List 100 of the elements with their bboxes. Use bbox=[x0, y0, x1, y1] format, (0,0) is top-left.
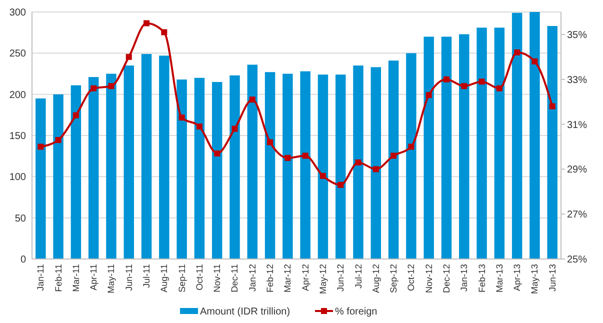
y2-tick-label: 27% bbox=[567, 210, 588, 221]
point bbox=[478, 78, 485, 85]
bar bbox=[124, 66, 134, 259]
point bbox=[161, 29, 168, 36]
bar bbox=[459, 34, 470, 259]
x-tick-label: Apr-11 bbox=[88, 264, 99, 290]
point bbox=[249, 96, 256, 103]
bar bbox=[141, 54, 152, 259]
bar bbox=[247, 64, 258, 259]
bar bbox=[512, 12, 522, 259]
bar bbox=[159, 56, 170, 259]
x-tick-label: May-12 bbox=[318, 264, 328, 294]
point bbox=[72, 112, 79, 118]
y2-tick-label: 25% bbox=[567, 254, 588, 266]
x-tick-label: Jan-12 bbox=[247, 264, 258, 292]
y2-tick-label: 35% bbox=[567, 30, 588, 41]
x-tick-label: Apr-13 bbox=[512, 264, 522, 292]
point bbox=[55, 136, 62, 143]
y2-tick-label: 29% bbox=[567, 164, 588, 176]
legend-label: % foreign bbox=[335, 306, 378, 318]
x-tick-label: Aug-11 bbox=[159, 264, 170, 292]
point bbox=[214, 150, 220, 156]
point bbox=[196, 124, 202, 130]
bar bbox=[388, 60, 399, 259]
x-tick-label: Jun-12 bbox=[336, 264, 346, 292]
x-tick-label: Apr-12 bbox=[300, 264, 310, 292]
point bbox=[426, 92, 432, 98]
point bbox=[355, 159, 362, 166]
y2-tick-label: 33% bbox=[567, 74, 588, 86]
point bbox=[532, 58, 538, 64]
y-tick-label: 200 bbox=[9, 90, 26, 101]
x-tick-label: Oct-12 bbox=[406, 264, 416, 292]
bar bbox=[335, 74, 346, 259]
bar bbox=[300, 71, 310, 259]
bar bbox=[547, 26, 558, 259]
x-tick-label: Oct-11 bbox=[194, 264, 204, 290]
bar bbox=[441, 36, 452, 259]
point bbox=[461, 83, 468, 90]
bar bbox=[70, 85, 82, 259]
x-tick-label: Feb-11 bbox=[53, 264, 64, 292]
bar bbox=[530, 12, 540, 259]
x-tick-label: Aug-12 bbox=[370, 264, 381, 294]
bar bbox=[424, 36, 434, 259]
x-tick-label: Mar-13 bbox=[494, 264, 504, 293]
point bbox=[496, 85, 502, 92]
point bbox=[108, 83, 114, 90]
y-tick-label: 50 bbox=[14, 213, 26, 224]
x-tick-label: Feb-13 bbox=[476, 264, 487, 293]
point bbox=[90, 85, 97, 92]
x-tick-label: Jun-11 bbox=[124, 264, 134, 291]
bar bbox=[53, 94, 64, 259]
x-tick-label: Dec-12 bbox=[441, 264, 452, 294]
bar bbox=[370, 67, 382, 259]
y-tick-label: 150 bbox=[9, 131, 26, 142]
x-tick-label: Jul-11 bbox=[142, 264, 152, 288]
x-tick-label: Mar-11 bbox=[70, 264, 81, 292]
y-tick-label: 100 bbox=[9, 172, 26, 184]
point bbox=[38, 144, 44, 150]
point bbox=[320, 172, 326, 179]
bar bbox=[476, 28, 487, 259]
y-tick-label: 0 bbox=[20, 254, 26, 266]
x-tick-label: May-11 bbox=[106, 264, 116, 294]
legend-label: Amount (IDR trillion) bbox=[200, 306, 290, 318]
x-tick-label: Jan-11 bbox=[36, 264, 46, 291]
bar bbox=[406, 53, 416, 259]
bar bbox=[494, 28, 505, 259]
point bbox=[408, 144, 414, 150]
y2-tick-label: 31% bbox=[567, 120, 588, 131]
point bbox=[372, 166, 379, 172]
bar bbox=[230, 75, 240, 259]
x-tick-label: Dec-11 bbox=[230, 264, 240, 292]
bar bbox=[36, 98, 46, 259]
bar bbox=[264, 72, 276, 259]
point bbox=[126, 54, 132, 60]
y-tick-label: 250 bbox=[9, 48, 26, 60]
x-tick-label: Jan-13 bbox=[459, 264, 470, 292]
point bbox=[178, 114, 185, 121]
bar bbox=[212, 82, 222, 259]
point bbox=[284, 154, 291, 161]
bar bbox=[194, 78, 205, 259]
x-tick-label: Jul-12 bbox=[353, 264, 364, 289]
point bbox=[267, 139, 274, 146]
x-tick-label: Nov-12 bbox=[424, 264, 434, 294]
point bbox=[549, 103, 556, 110]
x-tick-label: Nov-11 bbox=[212, 264, 222, 292]
bar bbox=[318, 74, 328, 259]
point bbox=[514, 49, 520, 56]
bar bbox=[176, 80, 187, 259]
bar bbox=[88, 77, 99, 259]
x-tick-label: May-13 bbox=[530, 264, 540, 294]
point bbox=[443, 76, 450, 82]
point bbox=[144, 20, 150, 26]
bar bbox=[353, 66, 364, 259]
point bbox=[232, 126, 238, 132]
x-tick-label: Sep-12 bbox=[388, 264, 399, 294]
point bbox=[302, 152, 308, 159]
bar bbox=[282, 74, 293, 259]
point bbox=[390, 152, 397, 159]
x-tick-label: Sep-11 bbox=[176, 264, 187, 292]
y-tick-label: 300 bbox=[9, 8, 26, 18]
